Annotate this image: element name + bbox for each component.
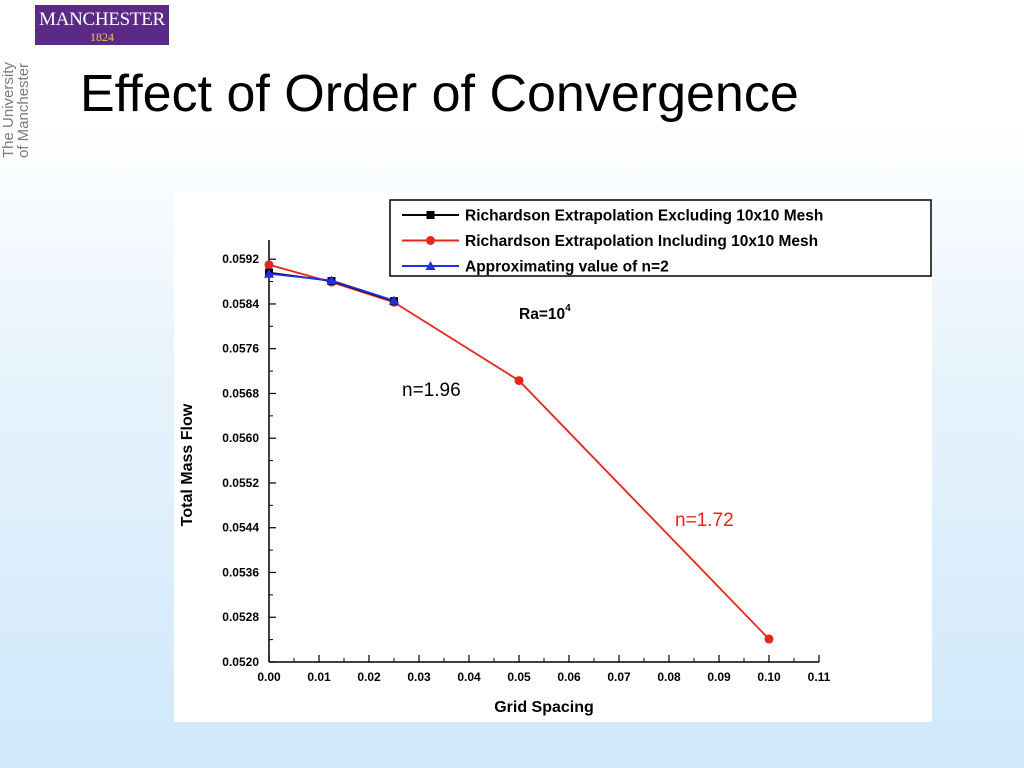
x-tick-label: 0.04	[457, 670, 481, 684]
legend-label: Approximating value of n=2	[465, 259, 669, 276]
n-172-annotation: n=1.72	[675, 510, 734, 531]
legend-item: Approximating value of n=2	[402, 259, 669, 276]
chart-panel: 0.00 0.01 0.02 0.03 0.04 0.05 0.06 0.07 0.08 0.09…	[174, 192, 932, 722]
y-tick-label: 0.0576	[222, 342, 259, 356]
x-tick-label: 0.07	[607, 670, 631, 684]
x-tick-label: 0.05	[507, 670, 531, 684]
n-196-annotation: n=1.96	[402, 380, 461, 401]
y-tick-label: 0.0560	[222, 431, 259, 445]
legend-marker	[426, 211, 435, 219]
data-point	[764, 634, 774, 644]
x-tick-label: 0.10	[757, 670, 781, 684]
data-point	[389, 295, 399, 305]
legend-item: Richardson Extrapolation Including 10x10…	[402, 233, 818, 250]
x-tick-label: 0.06	[557, 670, 581, 684]
ra-annotation-exponent: 4	[565, 303, 571, 314]
x-tick-label: 0.11	[808, 670, 831, 684]
x-axis-title: Grid Spacing	[494, 699, 594, 716]
legend-marker	[425, 261, 436, 270]
series-triangle-group	[264, 268, 399, 305]
university-sidebar-text: The University of Manchester	[0, 38, 32, 158]
x-tick-label: 0.09	[707, 670, 731, 684]
y-tick-label: 0.0584	[222, 297, 259, 311]
slide-title: Effect of Order of Convergence	[80, 65, 799, 123]
legend-item: Richardson Extrapolation Excluding 10x10…	[402, 208, 823, 225]
ra-annotation: Ra=104	[519, 303, 571, 323]
x-tick-label: 0.00	[257, 670, 281, 684]
y-tick-label: 0.0520	[222, 655, 259, 669]
y-axis-title: Total Mass Flow	[179, 403, 196, 526]
y-tick-label: 0.0544	[222, 521, 259, 535]
y-tick-label: 0.0568	[222, 386, 259, 400]
legend-label: Richardson Extrapolation Excluding 10x10…	[465, 208, 823, 225]
legend-box	[389, 199, 932, 277]
data-point	[514, 376, 524, 386]
legend-label: Richardson Extrapolation Including 10x10…	[465, 233, 818, 250]
x-tick-label: 0.01	[307, 670, 331, 684]
university-logo: MANCHESTER 1824	[35, 5, 169, 45]
logo-year: 1824	[90, 30, 114, 44]
y-tick-label: 0.0528	[222, 610, 259, 624]
x-tick-label: 0.08	[657, 670, 681, 684]
x-tick-label: 0.02	[357, 670, 381, 684]
y-tick-label: 0.0592	[222, 252, 259, 266]
axes: 0.00 0.01 0.02 0.03 0.04 0.05 0.06 0.07 0.08 0.09…	[222, 240, 831, 684]
legend: Richardson Extrapolation Excluding 10x10…	[389, 199, 932, 277]
y-tick-label: 0.0552	[222, 476, 259, 490]
series-square-group	[265, 268, 398, 306]
data-point	[264, 260, 274, 270]
sidebar-line-1: The University	[0, 62, 17, 158]
legend-marker	[426, 236, 435, 245]
logo-name: MANCHESTER	[39, 9, 165, 30]
x-tick-label: 0.03	[407, 670, 431, 684]
data-point	[264, 268, 274, 278]
data-point	[326, 275, 337, 285]
series-layer	[264, 260, 774, 644]
y-tick-label: 0.0536	[222, 565, 259, 579]
ra-annotation-base: Ra=10	[519, 306, 565, 323]
sidebar-line-2: of Manchester	[15, 62, 32, 158]
chart-svg: 0.00 0.01 0.02 0.03 0.04 0.05 0.06 0.07 0.08 0.09…	[179, 199, 932, 716]
